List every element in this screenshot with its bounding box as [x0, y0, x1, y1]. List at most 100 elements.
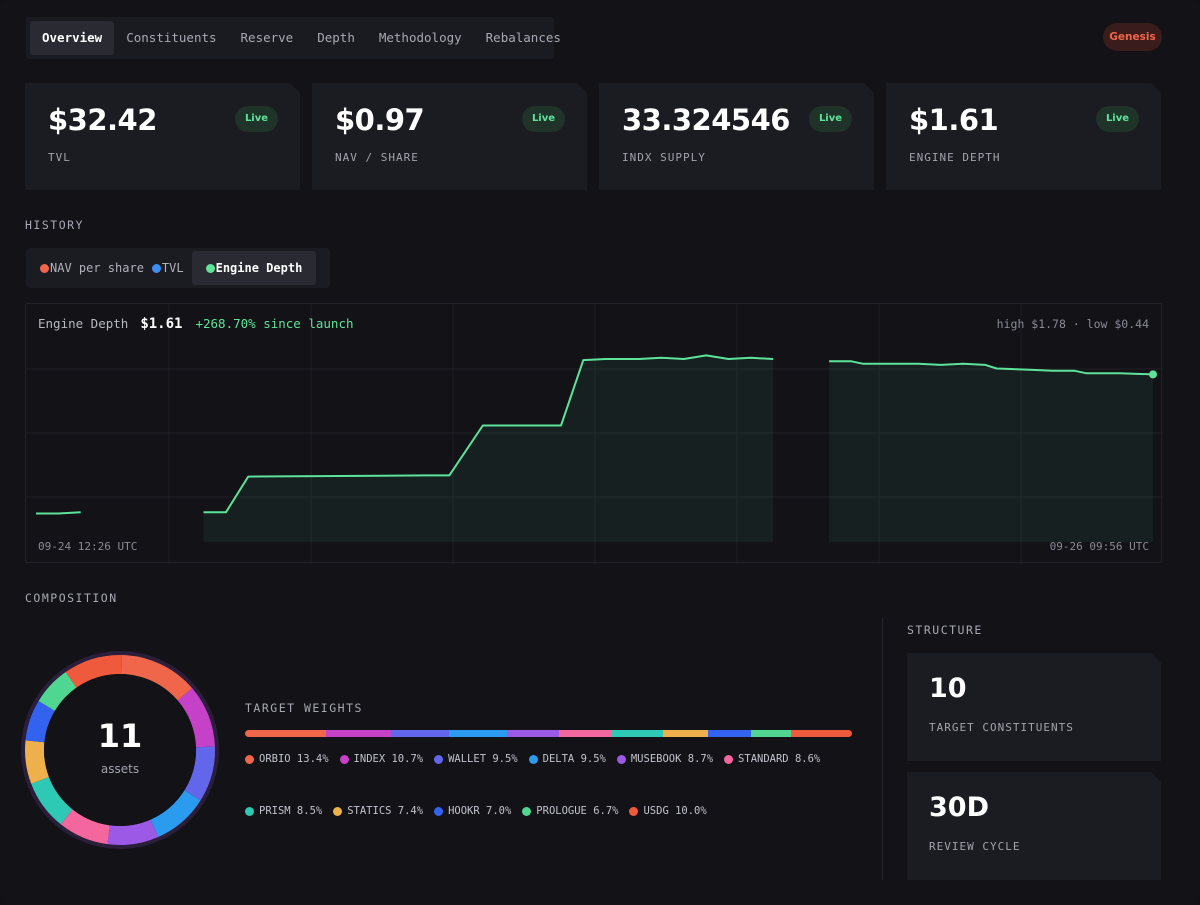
tab-depth[interactable]: Depth	[317, 30, 355, 45]
tab-reserve[interactable]: Reserve	[240, 30, 294, 45]
series-toggle-nav-per-share[interactable]: NAV per share	[40, 251, 152, 285]
live-badge: Live	[809, 106, 852, 132]
stat-card-supply: 33.324546 INDX SUPPLY Live	[599, 83, 874, 190]
legend-dot-icon	[616, 754, 626, 764]
legend-label: PROLOGUE 6.7%	[536, 805, 619, 817]
tab-rebalances[interactable]: Rebalances	[485, 30, 561, 45]
series-line-segment	[36, 511, 81, 515]
structure-label: REVIEW CYCLE	[929, 840, 1021, 853]
legend-dot-icon	[724, 754, 734, 764]
chart-high-low: high $1.78 · low $0.44	[996, 317, 1149, 331]
legend-item-prism: PRISM 8.5%	[245, 804, 322, 818]
series-dot-icon	[40, 263, 49, 273]
weight-segment-hookr	[708, 730, 751, 737]
series-toggle-engine-depth[interactable]: Engine Depth	[191, 251, 317, 285]
legend-label: INDEX 10.7%	[353, 753, 424, 765]
legend-label: WALLET 9.5%	[448, 753, 518, 765]
donut-slice-musebook	[107, 819, 159, 845]
genesis-badge: Genesis	[1103, 23, 1162, 51]
weight-segment-prism	[611, 730, 664, 737]
asset-count: 11	[97, 717, 143, 755]
chart-change: +268.70% since launch	[195, 316, 354, 331]
structure-value: 10	[929, 673, 967, 704]
composition-title: COMPOSITION	[25, 591, 118, 605]
live-badge: Live	[1096, 106, 1139, 132]
legend-label: STATICS 7.4%	[347, 805, 424, 817]
legend-label: ORBIO 13.4%	[259, 753, 329, 765]
legend-item-musebook: MUSEBOOK 8.7%	[616, 752, 714, 766]
legend-dot-icon	[245, 754, 254, 764]
series-toggle: NAV per share TVL Engine Depth	[26, 248, 330, 288]
series-dot-icon	[205, 263, 215, 273]
series-dot-icon	[151, 263, 161, 273]
weight-segment-standard	[559, 730, 612, 737]
structure-title: STRUCTURE	[907, 623, 983, 637]
structure-value: 30D	[929, 792, 989, 823]
composition-donut: 11 assets	[21, 651, 219, 849]
weight-segment-wallet	[391, 730, 449, 737]
series-area-segment	[203, 355, 774, 542]
series-toggle-tvl[interactable]: TVL	[151, 251, 192, 285]
tab-methodology[interactable]: Methodology	[378, 30, 462, 45]
donut-slice-orbio	[121, 655, 193, 701]
weight-segment-delta	[448, 730, 507, 737]
legend-item-usdg: USDG 10.0%	[629, 804, 707, 818]
chart-time-start: 09-24 12:26 UTC	[38, 540, 138, 553]
weight-segment-musebook	[506, 730, 560, 737]
series-endpoint-marker	[1149, 370, 1157, 379]
weight-segment-orbio	[245, 730, 327, 737]
legend-dot-icon	[333, 806, 343, 816]
stat-value: $0.97	[335, 103, 425, 137]
legend-label: DELTA 9.5%	[542, 753, 606, 765]
legend-dot-icon	[434, 806, 444, 816]
legend-label: STANDARD 8.6%	[738, 753, 821, 765]
chart-time-end: 09-26 09:56 UTC	[1049, 540, 1149, 553]
section-divider	[882, 617, 883, 880]
donut-slice-usdg	[65, 655, 122, 688]
legend-dot-icon	[629, 806, 639, 816]
legend-dot-icon	[528, 754, 538, 764]
target-weights-legend: ORBIO 13.4% INDEX 10.7% WALLET 9.5% DELTA 9…	[245, 752, 865, 818]
legend-item-orbio: ORBIO 13.4%	[245, 752, 329, 766]
weight-segment-usdg	[791, 730, 852, 737]
history-title: HISTORY	[25, 218, 84, 232]
donut-slice-statics	[24, 740, 49, 784]
tab-bar: Overview Constituents Reserve Depth Methodol…	[26, 17, 561, 59]
legend-label: HOOKR 7.0%	[448, 805, 512, 817]
live-badge: Live	[522, 106, 565, 132]
chart-current-value: $1.61	[140, 316, 183, 332]
legend-label: MUSEBOOK 8.7%	[630, 753, 714, 765]
tab-overview[interactable]: Overview	[30, 21, 115, 55]
stat-value: $1.61	[909, 103, 999, 137]
stat-value: $32.42	[48, 103, 157, 137]
donut-slice-standard	[60, 809, 110, 845]
stat-label: INDX SUPPLY	[622, 151, 706, 164]
chart-series-name: Engine Depth	[38, 316, 129, 331]
stat-card-engine-depth: $1.61 ENGINE DEPTH Live	[886, 83, 1161, 190]
history-chart: Engine Depth $1.61 +268.70% since launch…	[25, 303, 1163, 564]
structure-card-review-cycle: 30D REVIEW CYCLE	[907, 772, 1161, 880]
legend-dot-icon	[522, 806, 532, 816]
donut-slice-hookr	[25, 701, 55, 743]
legend-dot-icon	[245, 806, 254, 816]
donut-slice-delta	[150, 790, 201, 837]
weight-segment-index	[326, 730, 392, 737]
stat-label: NAV / SHARE	[335, 151, 419, 164]
legend-item-hookr: HOOKR 7.0%	[434, 804, 511, 818]
stat-label: ENGINE DEPTH	[909, 151, 1001, 164]
donut-chart	[21, 651, 219, 849]
weight-segment-prologue	[750, 730, 792, 737]
donut-slice-prologue	[38, 672, 77, 711]
legend-label: USDG 10.0%	[643, 805, 707, 817]
stat-card-tvl: $32.42 TVL Live	[25, 83, 300, 190]
tab-constituents[interactable]: Constituents	[126, 30, 217, 45]
stat-label: TVL	[48, 151, 71, 164]
chart-header: Engine Depth $1.61 +268.70% since launch	[38, 316, 354, 332]
donut-slice-index	[177, 688, 215, 748]
series-toggle-label: Engine Depth	[215, 261, 303, 275]
live-badge: Live	[235, 106, 278, 132]
legend-dot-icon	[434, 754, 444, 764]
stat-value: 33.324546	[622, 103, 790, 137]
series-line-segment	[203, 354, 774, 514]
